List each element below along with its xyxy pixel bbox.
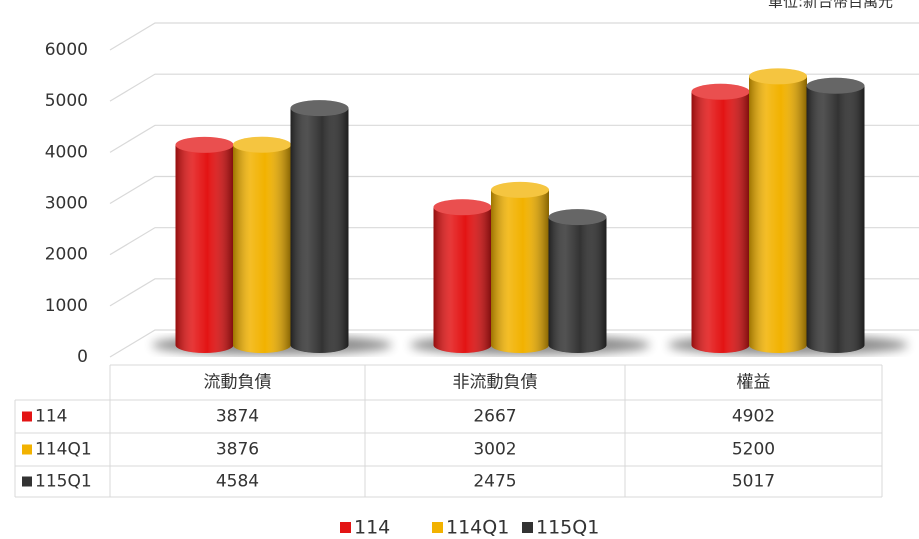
cylinder-shade [290, 108, 349, 353]
cylinder-top [691, 83, 750, 100]
legend-swatch [340, 522, 351, 533]
cylinder-shade [749, 76, 807, 353]
table-cell: 4902 [732, 407, 775, 427]
table-cell: 5200 [732, 440, 775, 460]
y-tick-label: 6000 [45, 40, 88, 60]
cylinder-top-shine [806, 77, 865, 94]
legend-swatch [522, 522, 533, 533]
cylinder-shade [433, 207, 492, 353]
cylinder-top-shine [491, 181, 549, 198]
table-swatch [22, 444, 32, 455]
table-cell: 3874 [216, 407, 259, 427]
grid-line [109, 22, 919, 51]
cylinder-top [175, 136, 234, 153]
legend-label: 114Q1 [446, 517, 509, 539]
table-cell: 5017 [732, 472, 775, 492]
grid-line [109, 329, 919, 358]
cylinder-shade [691, 91, 750, 353]
table-header: 非流動負債 [453, 373, 538, 393]
cylinder-shade [233, 144, 291, 353]
y-tick-label: 2000 [45, 245, 88, 265]
unit-note: 單位:新台幣百萬元 [768, 0, 893, 11]
cylinder-top [548, 209, 607, 226]
table-cell: 4584 [216, 472, 259, 492]
table-cell: 3002 [473, 440, 516, 460]
cylinder-top [806, 77, 865, 94]
y-tick-label: 1000 [45, 296, 88, 316]
y-tick-label: 0 [77, 347, 88, 367]
cylinder-top-shine [691, 83, 750, 100]
grid-line [109, 227, 919, 256]
grid-line [109, 278, 919, 307]
cylinder-top-shine [175, 136, 234, 153]
cylinder-shade [175, 144, 234, 353]
cylinder-top-shine [233, 136, 291, 153]
cylinder-top [233, 136, 291, 153]
table-row-label: 114 [35, 407, 67, 427]
table-row-label: 114Q1 [35, 440, 92, 460]
cylinder-top-shine [749, 68, 807, 85]
table-cell: 2475 [473, 472, 516, 492]
y-tick-label: 5000 [45, 91, 88, 111]
cylinder-top-shine [548, 209, 607, 226]
cylinder-shade [806, 85, 865, 353]
table-swatch [22, 476, 32, 487]
table-cell: 2667 [473, 407, 516, 427]
cylinder-top [491, 181, 549, 198]
cylinder-shade [491, 189, 549, 353]
cylinder-top [433, 199, 492, 216]
cylinder-top-shine [290, 100, 349, 117]
cylinder-top [290, 100, 349, 117]
legend-label: 115Q1 [536, 517, 599, 539]
table-header: 權益 [737, 373, 771, 393]
y-tick-label: 3000 [45, 194, 88, 214]
table-cell: 3876 [216, 440, 259, 460]
grid-line [109, 175, 919, 205]
legend-swatch [432, 522, 443, 533]
table-header: 流動負債 [204, 373, 272, 393]
table-row-label: 115Q1 [35, 472, 92, 492]
grid-line [109, 73, 919, 102]
table-swatch [22, 411, 32, 422]
legend-label: 114 [354, 517, 390, 539]
cylinder-shade [548, 217, 607, 353]
y-tick-label: 4000 [45, 142, 88, 162]
cylinder-top-shine [433, 199, 492, 216]
cylinder-top [749, 68, 807, 85]
grid-line [109, 124, 919, 153]
